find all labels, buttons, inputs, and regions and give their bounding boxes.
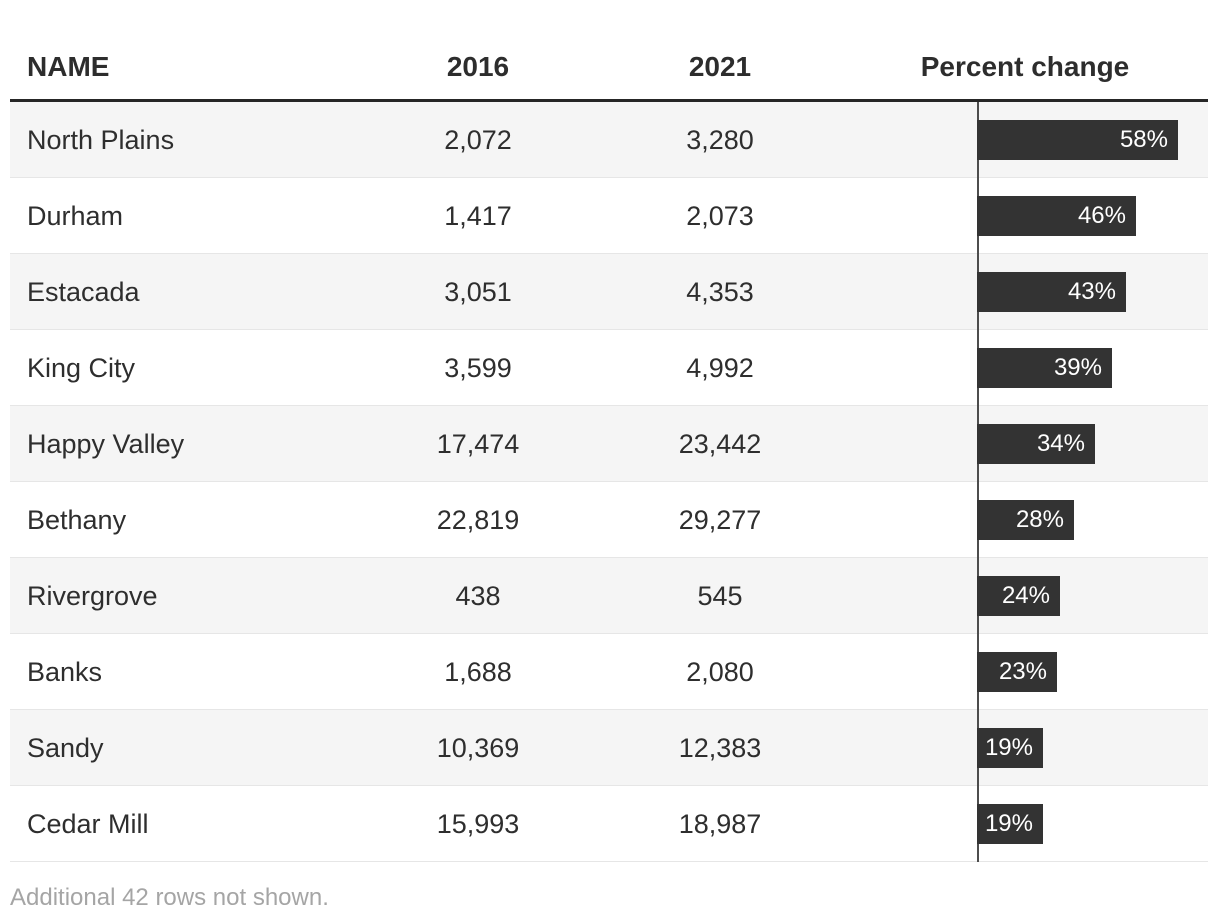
- value-2021-cell: 18,987: [678, 808, 762, 839]
- value-2021-cell: 2,073: [686, 200, 754, 231]
- value-2016-cell: 1,688: [444, 656, 512, 687]
- table-row: King City 3,599 4,992 39%: [10, 330, 1208, 406]
- percent-change-label: 46%: [1077, 202, 1126, 229]
- value-2021-cell: 4,353: [686, 276, 754, 307]
- city-name-cell: Rivergrove: [27, 580, 158, 611]
- city-name-cell: North Plains: [27, 124, 175, 155]
- footer-note: Additional 42 rows not shown.: [10, 884, 329, 911]
- value-2021-cell: 12,383: [678, 732, 762, 763]
- bar-baseline-axis: [977, 102, 979, 862]
- column-header-2021: 2021: [688, 51, 752, 82]
- percent-change-label: 24%: [1001, 582, 1050, 609]
- city-name-cell: Happy Valley: [27, 428, 185, 459]
- table-row: Durham 1,417 2,073 46%: [10, 178, 1208, 254]
- city-name-cell: Sandy: [27, 732, 104, 763]
- percent-change-label: 39%: [1053, 354, 1102, 381]
- percent-change-label: 34%: [1036, 430, 1085, 457]
- percent-change-label: 23%: [998, 658, 1047, 685]
- value-2021-cell: 545: [697, 580, 743, 611]
- value-2021-cell: 4,992: [686, 352, 754, 383]
- percent-change-label: 58%: [1119, 126, 1168, 153]
- value-2016-cell: 15,993: [436, 808, 520, 839]
- value-2021-cell: 3,280: [686, 124, 754, 155]
- column-header-percent-change: Percent change: [920, 51, 1130, 82]
- table-row: North Plains 2,072 3,280 58%: [10, 102, 1208, 178]
- table-row: Happy Valley 17,474 23,442 34%: [10, 406, 1208, 482]
- percent-change-cell: 28%: [842, 482, 1208, 558]
- percent-change-bar: 24%: [977, 576, 1060, 616]
- table-header-row: NAME 2016 2021 Percent change: [10, 0, 1208, 102]
- table-row: Rivergrove 438 545 24%: [10, 558, 1208, 634]
- percent-change-label: 19%: [984, 734, 1033, 761]
- percent-change-cell: 34%: [842, 406, 1208, 482]
- table-row: Bethany 22,819 29,277 28%: [10, 482, 1208, 558]
- value-2021-cell: 23,442: [678, 428, 762, 459]
- city-name-cell: Durham: [27, 200, 124, 231]
- population-change-table: NAME 2016 2021 Percent change North Plai…: [10, 0, 1208, 912]
- city-name-cell: Banks: [27, 656, 103, 687]
- city-name-cell: Cedar Mill: [27, 808, 149, 839]
- value-2016-cell: 3,051: [444, 276, 512, 307]
- percent-change-cell: 24%: [842, 558, 1208, 634]
- table-row: Banks 1,688 2,080 23%: [10, 634, 1208, 710]
- value-2021-cell: 2,080: [686, 656, 754, 687]
- percent-change-cell: 19%: [842, 786, 1208, 862]
- percent-change-label: 28%: [1015, 506, 1064, 533]
- value-2016-cell: 10,369: [436, 732, 520, 763]
- city-name-cell: Estacada: [27, 276, 140, 307]
- percent-change-bar: 19%: [977, 728, 1043, 768]
- value-2021-cell: 29,277: [678, 504, 762, 535]
- column-header-name: NAME: [27, 51, 110, 82]
- value-2016-cell: 1,417: [444, 200, 512, 231]
- table-row: Cedar Mill 15,993 18,987 19%: [10, 786, 1208, 862]
- table-row: Sandy 10,369 12,383 19%: [10, 710, 1208, 786]
- percent-change-bar: 58%: [977, 120, 1178, 160]
- city-name-cell: King City: [27, 352, 136, 383]
- percent-change-cell: 23%: [842, 634, 1208, 710]
- percent-change-cell: 46%: [842, 178, 1208, 254]
- table-row: Estacada 3,051 4,353 43%: [10, 254, 1208, 330]
- percent-change-bar: 39%: [977, 348, 1112, 388]
- city-name-cell: Bethany: [27, 504, 127, 535]
- percent-change-cell: 58%: [842, 102, 1208, 178]
- value-2016-cell: 17,474: [436, 428, 520, 459]
- percent-change-label: 19%: [984, 810, 1033, 837]
- percent-change-cell: 39%: [842, 330, 1208, 406]
- percent-change-cell: 43%: [842, 254, 1208, 330]
- column-header-2016: 2016: [446, 51, 510, 82]
- percent-change-bar: 34%: [977, 424, 1095, 464]
- value-2016-cell: 438: [455, 580, 501, 611]
- value-2016-cell: 3,599: [444, 352, 512, 383]
- percent-change-cell: 19%: [842, 710, 1208, 786]
- percent-change-bar: 19%: [977, 804, 1043, 844]
- value-2016-cell: 22,819: [436, 504, 520, 535]
- percent-change-label: 43%: [1067, 278, 1116, 305]
- table-body: North Plains 2,072 3,280 58% Durham 1,41…: [10, 102, 1208, 862]
- percent-change-bar: 46%: [977, 196, 1136, 236]
- percent-change-bar: 43%: [977, 272, 1126, 312]
- value-2016-cell: 2,072: [444, 124, 512, 155]
- percent-change-bar: 23%: [977, 652, 1057, 692]
- percent-change-bar: 28%: [977, 500, 1074, 540]
